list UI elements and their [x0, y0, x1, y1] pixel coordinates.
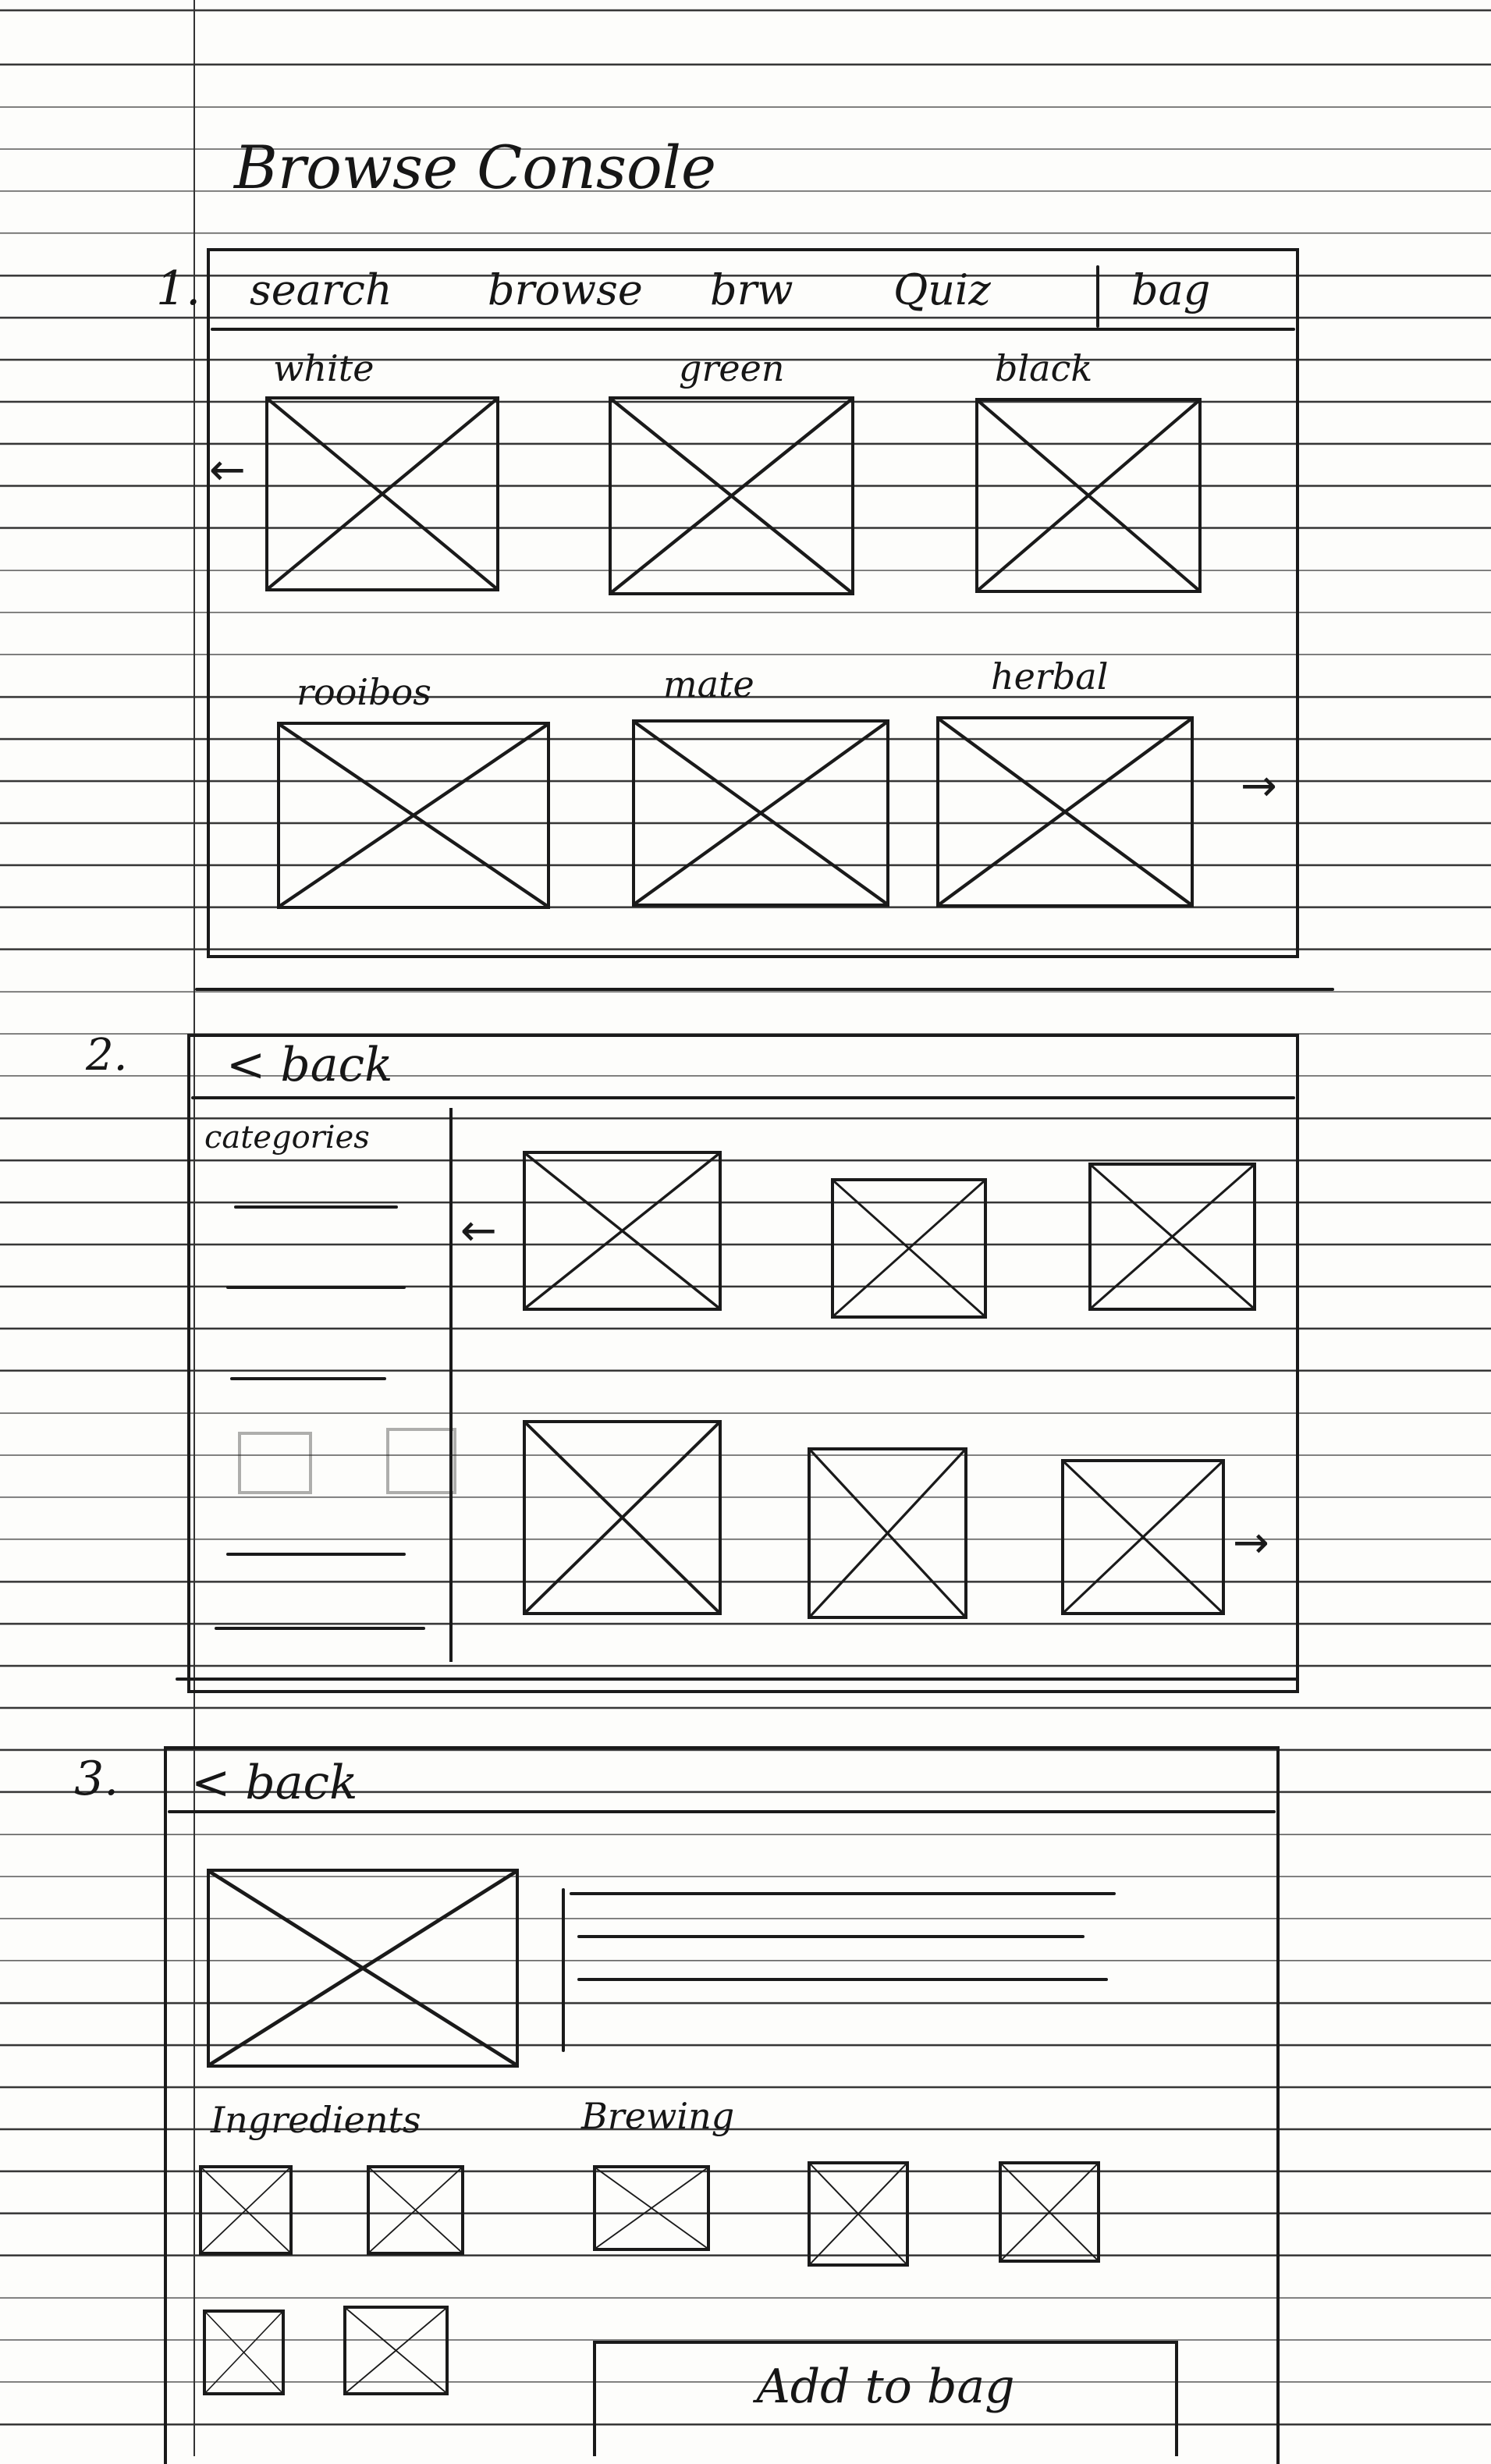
- page-title: Browse Console: [234, 133, 717, 202]
- placeholder-image-icon: [834, 1181, 984, 1315]
- product-tile[interactable]: [523, 1151, 722, 1311]
- ingredients-heading: Ingredients: [211, 2099, 421, 2141]
- sidebar-item[interactable]: [234, 1205, 398, 1209]
- description-text-line: [577, 1935, 1085, 1938]
- category-tile-rooibos[interactable]: [277, 722, 550, 909]
- nav-search[interactable]: search: [250, 265, 392, 314]
- screen-1-bottom-rule: [195, 988, 1334, 991]
- placeholder-image-icon: [612, 399, 851, 592]
- nav-divider: [1096, 265, 1099, 328]
- category-label-mate: mate: [663, 663, 754, 705]
- nav-quiz[interactable]: Quiz: [893, 265, 991, 314]
- category-label-white: white: [273, 347, 375, 389]
- back-button-screen-3[interactable]: < back: [191, 1756, 358, 1810]
- back-button-screen-2[interactable]: < back: [226, 1038, 393, 1092]
- category-label-herbal: herbal: [991, 655, 1109, 698]
- nav-browse[interactable]: browse: [488, 265, 643, 314]
- screen-1-frame: [207, 248, 1299, 958]
- product-tile[interactable]: [1061, 1459, 1225, 1615]
- section-number-2: 2.: [86, 1030, 128, 1081]
- placeholder-image-icon: [280, 725, 547, 906]
- product-tile[interactable]: [523, 1420, 722, 1615]
- placeholder-image-icon: [346, 2309, 446, 2392]
- sidebar-item[interactable]: [215, 1627, 425, 1630]
- add-to-bag-label: Add to bag: [756, 2359, 1015, 2414]
- placeholder-image-icon: [811, 2164, 906, 2263]
- categories-sidebar-title: categories: [204, 1120, 370, 1156]
- placeholder-image-icon: [202, 2168, 289, 2252]
- category-tile-white[interactable]: [265, 396, 499, 591]
- placeholder-image-icon: [206, 2313, 282, 2392]
- placeholder-image-icon: [939, 719, 1191, 904]
- category-label-rooibos: rooibos: [296, 671, 431, 713]
- category-label-black: black: [995, 347, 1093, 389]
- screen-2-frame: [187, 1034, 1299, 1693]
- placeholder-image-icon: [596, 2168, 707, 2248]
- placeholder-image-icon: [1002, 2164, 1097, 2260]
- ingredient-tile: [367, 2165, 464, 2255]
- description-text-line: [577, 1978, 1108, 1981]
- category-tile-black[interactable]: [975, 398, 1202, 593]
- product-tile[interactable]: [831, 1178, 987, 1319]
- screen-2-header-rule: [191, 1096, 1295, 1099]
- category-tile-green[interactable]: [609, 396, 854, 595]
- sidebar-item[interactable]: [230, 1377, 386, 1380]
- screen-2-bottom-rule: [176, 1678, 1299, 1681]
- erased-sketch-box: [386, 1428, 456, 1494]
- category-tile-mate[interactable]: [632, 719, 889, 907]
- category-tile-herbal[interactable]: [936, 716, 1194, 907]
- brewing-step-tile: [808, 2161, 909, 2267]
- sidebar-item[interactable]: [226, 1286, 406, 1289]
- nav-bar-bottom-rule: [211, 328, 1295, 331]
- nav-brew[interactable]: brw: [710, 265, 793, 314]
- placeholder-image-icon: [370, 2168, 461, 2252]
- ingredient-tile: [199, 2165, 293, 2255]
- placeholder-image-icon: [268, 399, 496, 588]
- brewing-step-tile: [999, 2161, 1100, 2263]
- placeholder-image-icon: [526, 1423, 719, 1612]
- carousel-next-arrow-screen-2[interactable]: →: [1233, 1518, 1269, 1568]
- section-number-1: 1.: [156, 261, 201, 316]
- ingredient-tile: [343, 2306, 449, 2395]
- erased-sketch-box: [238, 1432, 312, 1494]
- section-number-3: 3.: [74, 1752, 119, 1806]
- product-tile[interactable]: [808, 1447, 967, 1619]
- categories-sidebar: [187, 1108, 453, 1662]
- placeholder-image-icon: [526, 1154, 719, 1308]
- product-hero-image: [207, 1869, 519, 2068]
- placeholder-image-icon: [1064, 1462, 1222, 1612]
- carousel-prev-arrow[interactable]: ←: [209, 445, 246, 495]
- description-text-line: [570, 1892, 1116, 1895]
- category-label-green: green: [679, 347, 785, 389]
- product-tile[interactable]: [1088, 1163, 1256, 1311]
- brewing-heading: Brewing: [581, 2095, 735, 2137]
- carousel-next-arrow[interactable]: →: [1241, 761, 1277, 811]
- add-to-bag-button[interactable]: Add to bag: [593, 2341, 1178, 2456]
- screen-3-frame: [164, 1746, 1280, 2464]
- ingredient-tile: [203, 2310, 285, 2395]
- placeholder-image-icon: [210, 1872, 516, 2065]
- placeholder-image-icon: [978, 401, 1198, 590]
- nav-bag[interactable]: bag: [1131, 265, 1211, 314]
- placeholder-image-icon: [811, 1450, 964, 1616]
- placeholder-image-icon: [635, 723, 886, 904]
- description-divider: [562, 1888, 565, 2052]
- screen-3-header-rule: [168, 1810, 1276, 1813]
- paper-margin-line: [193, 0, 195, 2456]
- placeholder-image-icon: [1092, 1166, 1253, 1308]
- carousel-prev-arrow-screen-2[interactable]: ←: [460, 1205, 497, 1256]
- brewing-step-tile: [593, 2165, 710, 2251]
- sidebar-item[interactable]: [226, 1553, 406, 1556]
